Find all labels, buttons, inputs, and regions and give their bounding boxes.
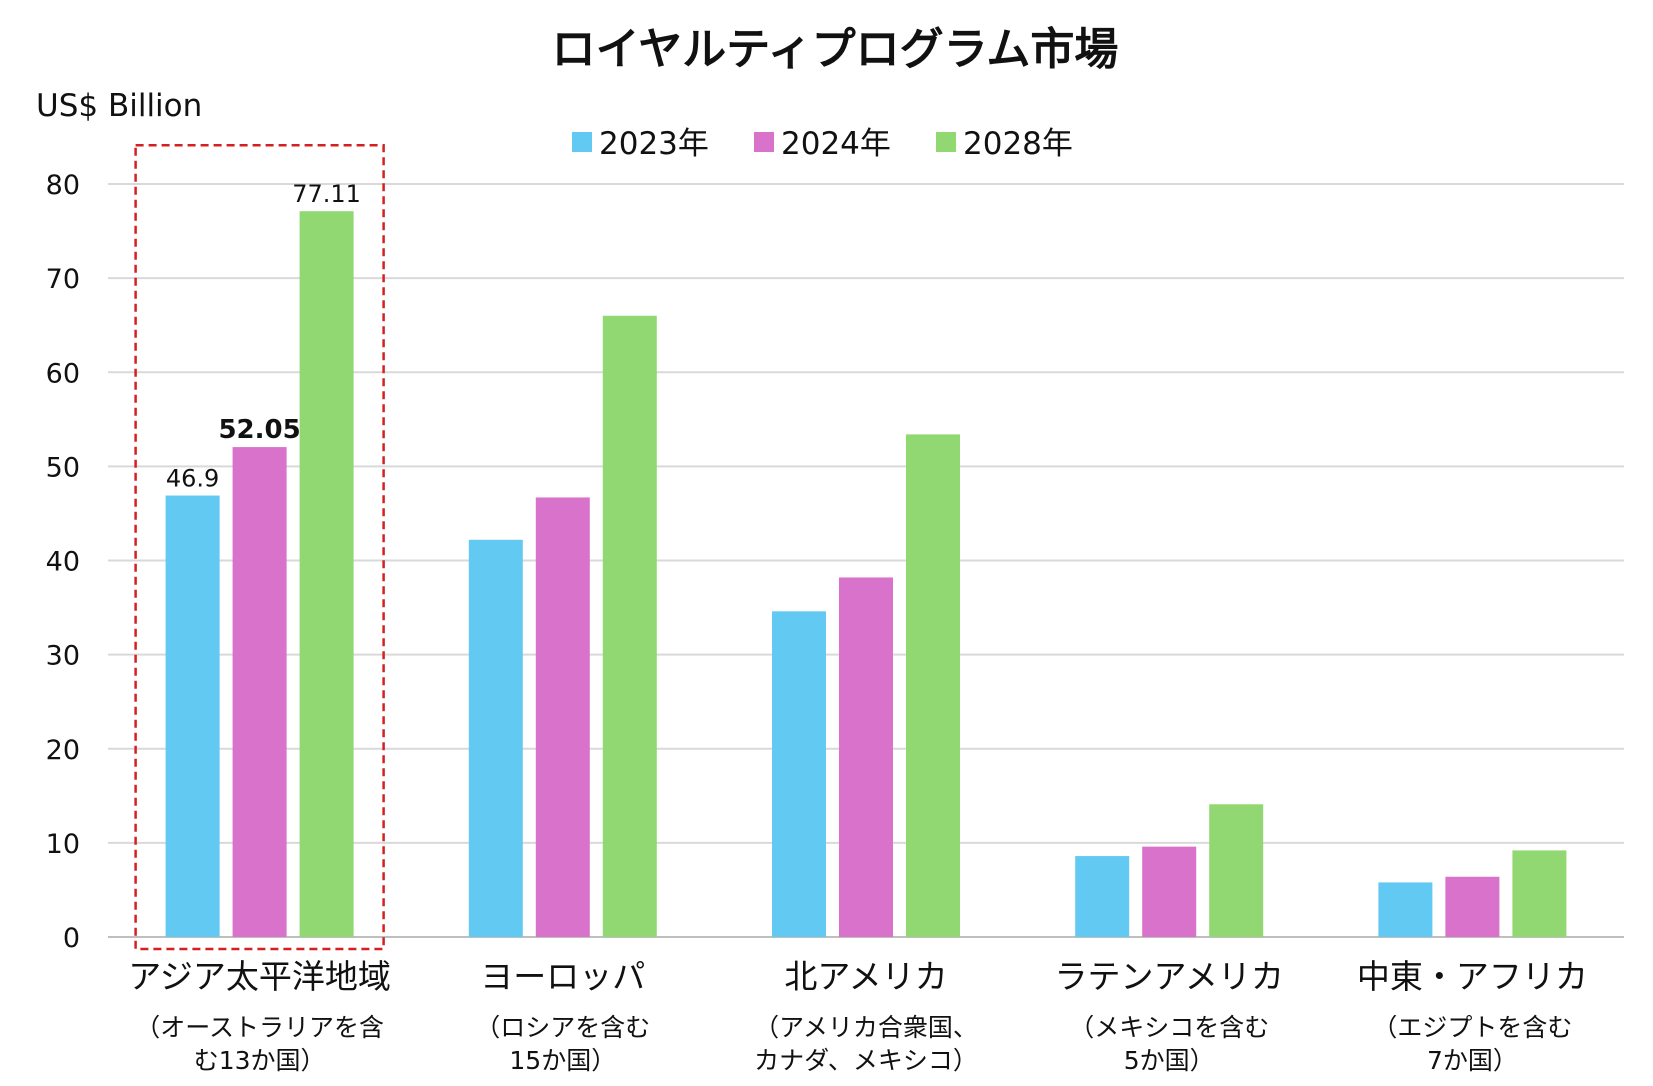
bar-2023年-中東・アフリカ	[1378, 882, 1433, 937]
y-tick-label: 80	[46, 170, 80, 201]
bar-2028年-ヨーロッパ	[602, 315, 657, 937]
x-category-note: （メキシコを含む	[1069, 1013, 1269, 1042]
data-label: 46.9	[166, 465, 219, 493]
legend-label: 2023年	[599, 126, 709, 162]
x-category-note: （ロシアを含む	[475, 1013, 650, 1042]
x-category-note: （オーストラリアを含	[135, 1013, 384, 1042]
x-category-note: カナダ、メキシコ）	[754, 1046, 978, 1075]
bar-2023年-北アメリカ	[772, 611, 826, 937]
bar-2028年-ラテンアメリカ	[1209, 804, 1264, 937]
bar-2023年-アジア太平洋地域	[165, 495, 220, 937]
highlight-layer	[134, 143, 385, 951]
legend-swatch	[572, 132, 592, 152]
data-label: 52.05	[218, 415, 300, 445]
legend-label: 2028年	[963, 126, 1073, 162]
legend-label: 2024年	[781, 126, 891, 162]
bar-2028年-アジア太平洋地域	[299, 211, 354, 937]
bar-2024年-ヨーロッパ	[535, 497, 590, 937]
bars	[165, 211, 1567, 937]
x-category-label: 中東・アフリカ	[1357, 957, 1588, 996]
x-category-note: 15か国）	[509, 1046, 616, 1075]
bar-2024年-ラテンアメリカ	[1142, 846, 1197, 937]
x-category-note: 5か国）	[1124, 1046, 1215, 1075]
y-axis-unit-label: US$ Billion	[36, 88, 202, 124]
y-tick-label: 20	[46, 735, 80, 766]
x-category-note: （アメリカ合衆国、	[754, 1013, 978, 1042]
data-label: 77.11	[292, 180, 361, 208]
bar-2023年-ヨーロッパ	[468, 539, 523, 937]
x-category-label: ヨーロッパ	[480, 957, 645, 996]
y-tick-label: 50	[46, 452, 80, 483]
y-tick-label: 40	[46, 547, 80, 578]
x-category-label: アジア太平洋地域	[128, 957, 391, 996]
y-tick-label: 60	[46, 358, 80, 389]
bar-2028年-北アメリカ	[906, 434, 960, 937]
bar-2023年-ラテンアメリカ	[1075, 856, 1130, 937]
highlight-box	[134, 143, 385, 951]
y-tick-label: 70	[46, 264, 80, 295]
data-labels: 46.9 52.05 77.11	[166, 180, 361, 492]
y-tick-label: 30	[46, 641, 80, 672]
x-category-label: 北アメリカ	[784, 957, 947, 996]
bar-2024年-アジア太平洋地域	[232, 447, 287, 937]
x-category-note: 7か国）	[1427, 1046, 1518, 1075]
x-category-label: ラテンアメリカ	[1055, 957, 1284, 996]
bar-2024年-中東・アフリカ	[1445, 876, 1500, 937]
legend-swatch	[936, 132, 956, 152]
legend: 2023年 2024年 2028年	[572, 126, 1073, 162]
legend-swatch	[754, 132, 774, 152]
bar-2024年-北アメリカ	[839, 577, 893, 937]
grid-lines	[108, 183, 1624, 938]
x-category-note: む13か国）	[194, 1046, 326, 1075]
bar-2028年-中東・アフリカ	[1512, 850, 1567, 937]
axes: 0 10 20 30 40 50 60 70 80 アジア太平洋地域 （オーストラリアを含む13か国…	[46, 170, 1588, 1075]
y-tick-label: 10	[46, 829, 80, 860]
x-category-note: （エジプトを含む	[1372, 1013, 1572, 1042]
y-tick-label: 0	[63, 923, 80, 954]
chart-title: ロイヤルティプログラム市場	[552, 24, 1119, 75]
